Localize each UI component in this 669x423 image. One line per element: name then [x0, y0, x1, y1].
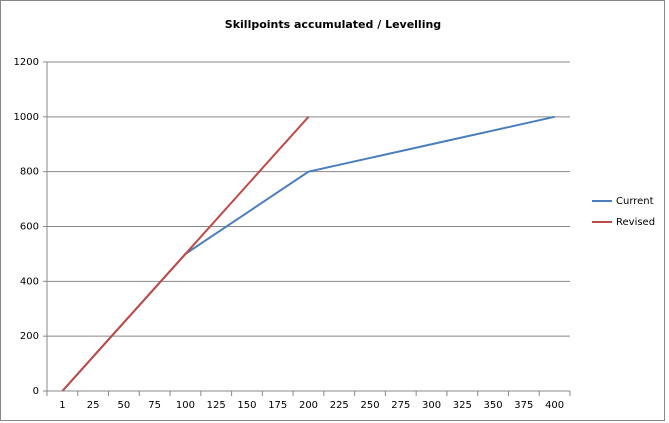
- x-tick-label: 1: [59, 400, 65, 411]
- x-tick-label: 250: [360, 400, 379, 411]
- legend-label: Revised: [616, 217, 655, 228]
- x-tick-label: 225: [330, 400, 349, 411]
- x-tick-label: 350: [484, 400, 503, 411]
- x-tick-label: 175: [268, 400, 287, 411]
- x-tick-label: 25: [87, 400, 100, 411]
- series-line: [61, 116, 310, 392]
- x-tick-label: 75: [148, 400, 161, 411]
- y-tick-label: 1200: [14, 57, 39, 68]
- x-tick-label: 300: [422, 400, 441, 411]
- y-tick-label: 600: [20, 222, 39, 233]
- x-tick-label: 100: [176, 400, 195, 411]
- x-tick-label: 150: [237, 400, 256, 411]
- legend-label: Current: [616, 196, 654, 207]
- x-tick-label: 200: [299, 400, 318, 411]
- y-tick-label: 400: [20, 276, 39, 287]
- x-tick-label: 125: [207, 400, 226, 411]
- y-tick-label: 0: [33, 386, 39, 397]
- y-tick-label: 200: [20, 331, 39, 342]
- chart-title: Skillpoints accumulated / Levelling: [225, 18, 441, 31]
- x-tick-label: 400: [545, 400, 564, 411]
- x-tick-label: 50: [118, 400, 131, 411]
- y-tick-label: 1000: [14, 112, 39, 123]
- x-tick-label: 375: [514, 400, 533, 411]
- x-tick-label: 325: [453, 400, 472, 411]
- x-tick-label: 275: [391, 400, 410, 411]
- y-tick-label: 800: [20, 167, 39, 178]
